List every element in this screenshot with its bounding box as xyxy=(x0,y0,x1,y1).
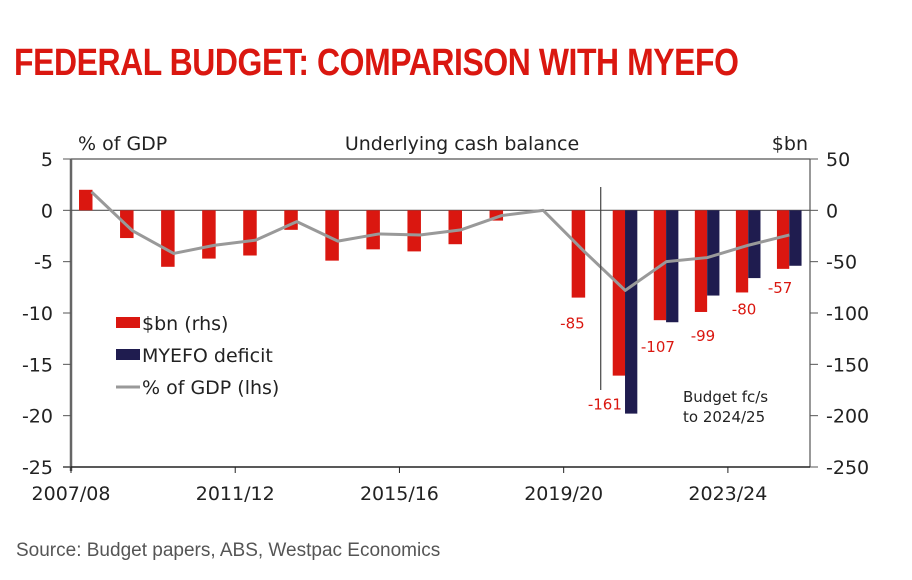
right-tick-label: 0 xyxy=(826,200,838,222)
bar-budget xyxy=(366,210,380,250)
forecast-annotation: Budget fc/s to 2024/25 xyxy=(683,388,768,426)
left-tick-label: 0 xyxy=(41,200,53,222)
bar-series xyxy=(79,189,802,414)
gdp-line xyxy=(90,190,790,292)
right-tick-label: -200 xyxy=(826,406,869,428)
data-label: -161 xyxy=(588,396,622,414)
x-axis: 2007/08 2011/12 2015/16 2019/20 2023/24 xyxy=(32,467,767,505)
legend-label-budget: $bn (rhs) xyxy=(142,313,228,335)
bar-myefo xyxy=(789,210,802,266)
bar-budget xyxy=(79,189,93,211)
bar-budget xyxy=(489,210,504,221)
data-label: -99 xyxy=(691,327,716,345)
legend-label-myefo: MYEFO deficit xyxy=(142,345,273,367)
left-tick-label: -20 xyxy=(22,406,53,428)
left-tick-label: -15 xyxy=(22,354,53,376)
x-tick-label: 2011/12 xyxy=(196,483,275,505)
bar-budget xyxy=(243,210,257,256)
bar-myefo xyxy=(666,210,679,323)
left-tick-label: 5 xyxy=(41,149,53,171)
right-axis: 50 0 -50 -100 -150 -200 -250 xyxy=(810,149,869,479)
data-label: -85 xyxy=(560,315,585,333)
left-tick-label: -5 xyxy=(34,252,53,274)
bar-budget xyxy=(612,210,626,376)
bar-budget xyxy=(694,210,708,312)
x-tick-label: 2019/20 xyxy=(524,483,603,505)
legend-label-gdp: % of GDP (lhs) xyxy=(142,377,279,399)
left-axis-title: % of GDP xyxy=(78,133,167,155)
data-label: -107 xyxy=(641,338,675,356)
data-labels: -85 -161 -107 -99 -80 -57 xyxy=(560,279,792,414)
x-tick-label: 2007/08 xyxy=(32,483,111,505)
bar-budget xyxy=(735,210,749,293)
data-label: -80 xyxy=(732,300,757,318)
chart-title: Underlying cash balance xyxy=(345,133,579,155)
chart: % of GDP Underlying cash balance $bn 50-… xyxy=(22,133,869,505)
left-tick-label: -10 xyxy=(22,303,53,325)
annotation-line: Budget fc/s xyxy=(683,388,768,406)
bar-budget xyxy=(161,210,175,267)
right-tick-label: 50 xyxy=(826,149,850,171)
bar-budget xyxy=(776,210,790,269)
source-note: Source: Budget papers, ABS, Westpac Econ… xyxy=(16,540,441,561)
right-tick-label: -100 xyxy=(826,303,869,325)
bar-budget xyxy=(448,210,462,245)
line-series xyxy=(90,190,790,292)
bar-budget xyxy=(325,210,339,261)
bar-budget xyxy=(571,210,586,298)
right-tick-label: -150 xyxy=(826,354,869,376)
left-axis: 5 0 -5 -10 -15 -20 -25 xyxy=(22,149,71,479)
bar-budget xyxy=(407,210,421,252)
right-tick-label: -250 xyxy=(826,457,869,479)
annotation-line: to 2024/25 xyxy=(683,408,765,426)
data-label: -57 xyxy=(768,279,793,297)
chart-heading: FEDERAL BUDGET: COMPARISON WITH MYEFO xyxy=(14,42,739,84)
legend: $bn (rhs) MYEFO deficit % of GDP (lhs) xyxy=(116,313,279,399)
legend-swatch-myefo xyxy=(116,349,140,360)
legend-swatch-budget xyxy=(116,317,140,328)
right-axis-title: $bn xyxy=(772,133,808,155)
right-tick-label: -50 xyxy=(826,252,857,274)
bar-myefo xyxy=(707,210,720,296)
bar-budget xyxy=(202,210,216,259)
left-tick-label: -25 xyxy=(22,457,53,479)
x-tick-label: 2023/24 xyxy=(688,483,767,505)
x-tick-label: 2015/16 xyxy=(360,483,439,505)
bar-myefo xyxy=(625,210,638,414)
